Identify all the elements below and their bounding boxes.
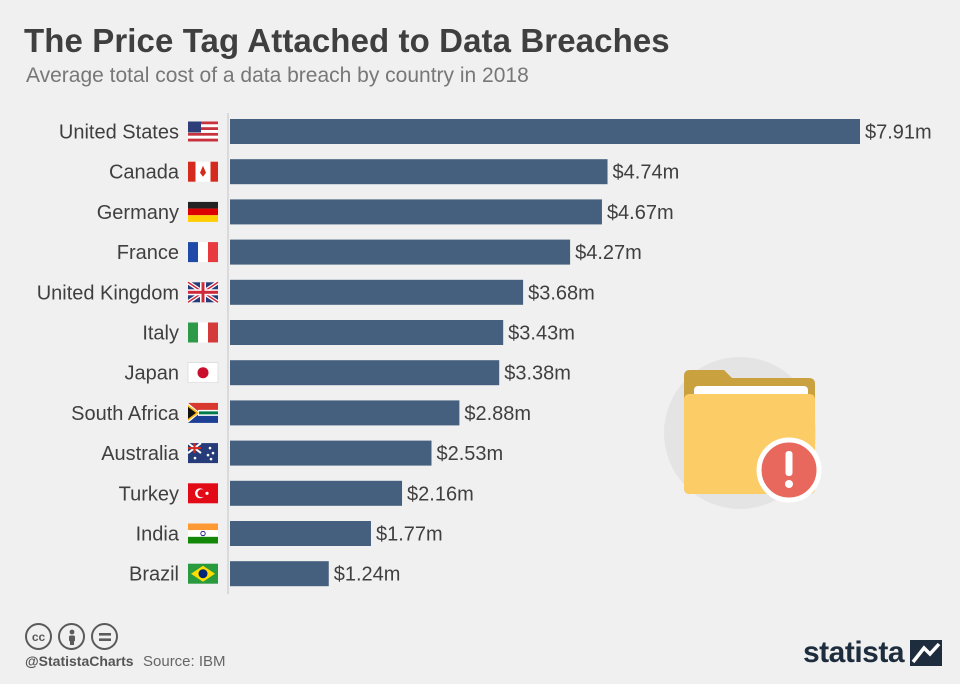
license-icons: cc: [25, 623, 118, 650]
bar-row: Italy $3.43m: [142, 320, 575, 345]
statista-handle[interactable]: @StatistaCharts: [25, 653, 134, 669]
category-label: Germany: [97, 202, 179, 224]
category-label: United Kingdom: [37, 282, 179, 304]
value-label: $1.77m: [376, 524, 443, 546]
category-label: Turkey: [119, 483, 179, 505]
bar: [230, 199, 602, 225]
flag-in-icon: [188, 523, 218, 544]
bar-row: United Kingdom $3.68m: [37, 279, 595, 305]
flag-br-icon: [188, 563, 218, 584]
bar: [230, 320, 504, 345]
category-label: Australia: [101, 443, 180, 465]
category-label: Japan: [125, 363, 180, 385]
no-derivatives-icon: [91, 623, 118, 650]
value-label: $4.27m: [575, 242, 642, 264]
value-label: $4.67m: [607, 202, 674, 224]
chart-subtitle: Average total cost of a data breach by c…: [26, 64, 529, 87]
bar-row: Brazil $1.24m: [129, 561, 401, 587]
folder-alert-icon: [664, 357, 822, 509]
bar: [230, 400, 460, 426]
category-label: South Africa: [71, 403, 180, 425]
source-note: Source: IBM: [143, 653, 226, 670]
flag-ca-icon: [188, 161, 218, 182]
bar-row: United States $7.91m: [59, 119, 932, 144]
value-label: $2.53m: [437, 443, 504, 465]
value-label: $2.88m: [464, 403, 531, 425]
bar: [230, 561, 329, 587]
bar-row: South Africa $2.88m: [71, 400, 531, 426]
flag-fr-icon: [188, 242, 218, 263]
flag-us-icon: [188, 121, 218, 142]
category-label: Canada: [109, 162, 180, 184]
flag-gb-icon: [186, 280, 220, 304]
category-label: India: [136, 524, 180, 546]
cc-icon: cc: [25, 623, 52, 650]
value-label: $3.68m: [528, 282, 595, 304]
bar: [230, 119, 860, 144]
category-label: Brazil: [129, 564, 179, 586]
bar-row: Turkey $2.16m: [119, 480, 474, 506]
value-label: $4.74m: [613, 162, 680, 184]
value-label: $3.43m: [508, 323, 575, 345]
bar: [230, 360, 500, 386]
category-label: France: [117, 242, 179, 264]
bar: [230, 239, 571, 265]
bar: [230, 480, 403, 506]
bar: [230, 279, 524, 305]
attribution-icon: [58, 623, 85, 650]
flag-za-icon: [188, 402, 218, 423]
bar-row: Germany $4.67m: [97, 199, 674, 225]
flag-de-icon: [188, 201, 218, 222]
bar: [230, 521, 371, 546]
bar: [230, 440, 432, 466]
bar-row: Australia $2.53m: [101, 440, 504, 466]
bar: [230, 159, 608, 185]
value-label: $2.16m: [407, 483, 474, 505]
statista-logo-icon: [910, 640, 943, 666]
flag-au-icon: [187, 442, 218, 464]
bar-row: Japan $3.38m: [125, 360, 571, 386]
brand-name: statista: [803, 636, 905, 669]
value-label: $3.38m: [504, 363, 571, 385]
flag-jp-icon: [187, 362, 219, 383]
value-label: $1.24m: [334, 564, 401, 586]
category-label: Italy: [142, 323, 179, 345]
bar-row: Canada $4.74m: [109, 159, 680, 185]
statista-logo[interactable]: statista: [803, 636, 943, 670]
category-label: United States: [59, 122, 179, 144]
chart-title: The Price Tag Attached to Data Breaches: [24, 22, 670, 59]
bar-row: India $1.77m: [136, 521, 443, 546]
flag-it-icon: [188, 322, 218, 343]
value-label: $7.91m: [865, 122, 932, 144]
bar-row: France $4.27m: [117, 239, 642, 265]
flag-tr-icon: [188, 483, 218, 504]
